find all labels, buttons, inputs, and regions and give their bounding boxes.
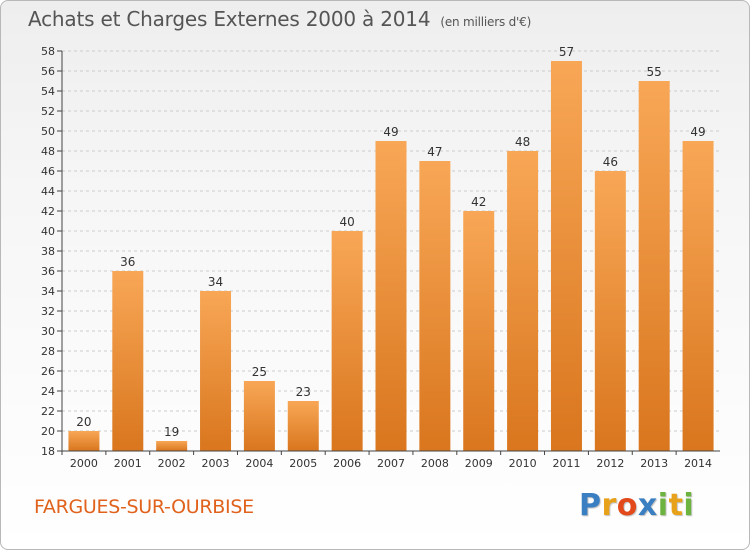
x-tick-label: 2012 (596, 457, 624, 470)
y-tick-label: 28 (41, 345, 55, 358)
y-tick-label: 30 (41, 325, 55, 338)
data-label: 36 (120, 255, 135, 269)
x-tick-label: 2009 (465, 457, 493, 470)
x-tick-label: 2006 (333, 457, 361, 470)
data-label: 42 (471, 195, 486, 209)
data-label: 34 (208, 275, 223, 289)
logo-letter: o (616, 488, 638, 523)
data-label: 23 (296, 385, 311, 399)
y-tick-label: 40 (41, 225, 55, 238)
x-tick-label: 2002 (158, 457, 186, 470)
y-tick-label: 42 (41, 205, 55, 218)
y-tick-label: 36 (41, 265, 55, 278)
bar (68, 431, 100, 451)
proxiti-logo: Proxiti (579, 488, 694, 523)
bar (375, 141, 407, 451)
bars: 20 36 19 34 25 23 40 49 47 42 48 57 46 55 49 (68, 45, 714, 451)
x-tick-label: 2007 (377, 457, 405, 470)
y-tick-label: 38 (41, 245, 55, 258)
bar (331, 231, 363, 451)
x-tick-label: 2001 (114, 457, 142, 470)
logo-letter: t (668, 488, 684, 523)
y-tick-label: 58 (41, 45, 55, 58)
city-name: FARGUES-SUR-OURBISE (34, 496, 254, 518)
y-tick-label: 20 (41, 425, 55, 438)
logo-letter: r (601, 488, 617, 523)
bar (200, 291, 232, 451)
bar (682, 141, 714, 451)
logo-letter: i (657, 488, 669, 523)
x-tick-label: 2013 (640, 457, 668, 470)
y-axis-ticks: 18 20 22 24 26 28 30 32 34 36 38 40 42 44 46 48 50 52 54 56… (41, 45, 62, 458)
x-tick-label: 2003 (202, 457, 230, 470)
logo-letter: i (683, 488, 695, 523)
bar (507, 151, 539, 451)
chart-title: Achats et Charges Externes 2000 à 2014 (e… (28, 7, 531, 31)
data-label: 47 (427, 145, 442, 159)
y-tick-label: 32 (41, 305, 55, 318)
data-label: 25 (252, 365, 267, 379)
y-tick-label: 26 (41, 365, 55, 378)
y-tick-label: 56 (41, 65, 55, 78)
bar (638, 81, 670, 451)
data-label: 49 (383, 125, 398, 139)
x-tick-label: 2011 (552, 457, 580, 470)
bar (594, 171, 626, 451)
data-label: 57 (559, 45, 574, 59)
y-tick-label: 34 (41, 285, 55, 298)
axes (61, 51, 720, 452)
x-tick-label: 2014 (684, 457, 712, 470)
data-label: 55 (647, 65, 662, 79)
chart-unit: (en milliers d'€) (440, 15, 532, 29)
y-tick-label: 18 (41, 445, 55, 458)
y-tick-label: 48 (41, 145, 55, 158)
logo-letter: x (637, 488, 658, 523)
data-label: 20 (76, 415, 91, 429)
bar (112, 271, 144, 451)
data-label: 40 (339, 215, 354, 229)
data-label: 48 (515, 135, 530, 149)
x-tick-label: 2005 (289, 457, 317, 470)
logo-letter: P (579, 488, 602, 523)
x-tick-label: 2004 (245, 457, 273, 470)
y-tick-label: 24 (41, 385, 55, 398)
bar (243, 381, 275, 451)
data-label: 46 (603, 155, 618, 169)
x-axis-ticks: 2000 2001 2002 2003 2004 2005 2006 2007 2008 2009… (61, 451, 712, 470)
bar (463, 211, 495, 451)
y-tick-label: 22 (41, 405, 55, 418)
y-tick-label: 52 (41, 105, 55, 118)
data-label: 19 (164, 425, 179, 439)
x-tick-label: 2000 (70, 457, 98, 470)
y-tick-label: 50 (41, 125, 55, 138)
bar (419, 161, 451, 451)
bar (550, 61, 582, 451)
x-tick-label: 2008 (421, 457, 449, 470)
chart-title-text: Achats et Charges Externes 2000 à 2014 (28, 7, 431, 31)
y-tick-label: 46 (41, 165, 55, 178)
y-tick-label: 54 (41, 85, 55, 98)
bar (156, 441, 188, 451)
bar (287, 401, 319, 451)
x-tick-label: 2010 (509, 457, 537, 470)
data-label: 49 (690, 125, 705, 139)
y-tick-label: 44 (41, 185, 55, 198)
